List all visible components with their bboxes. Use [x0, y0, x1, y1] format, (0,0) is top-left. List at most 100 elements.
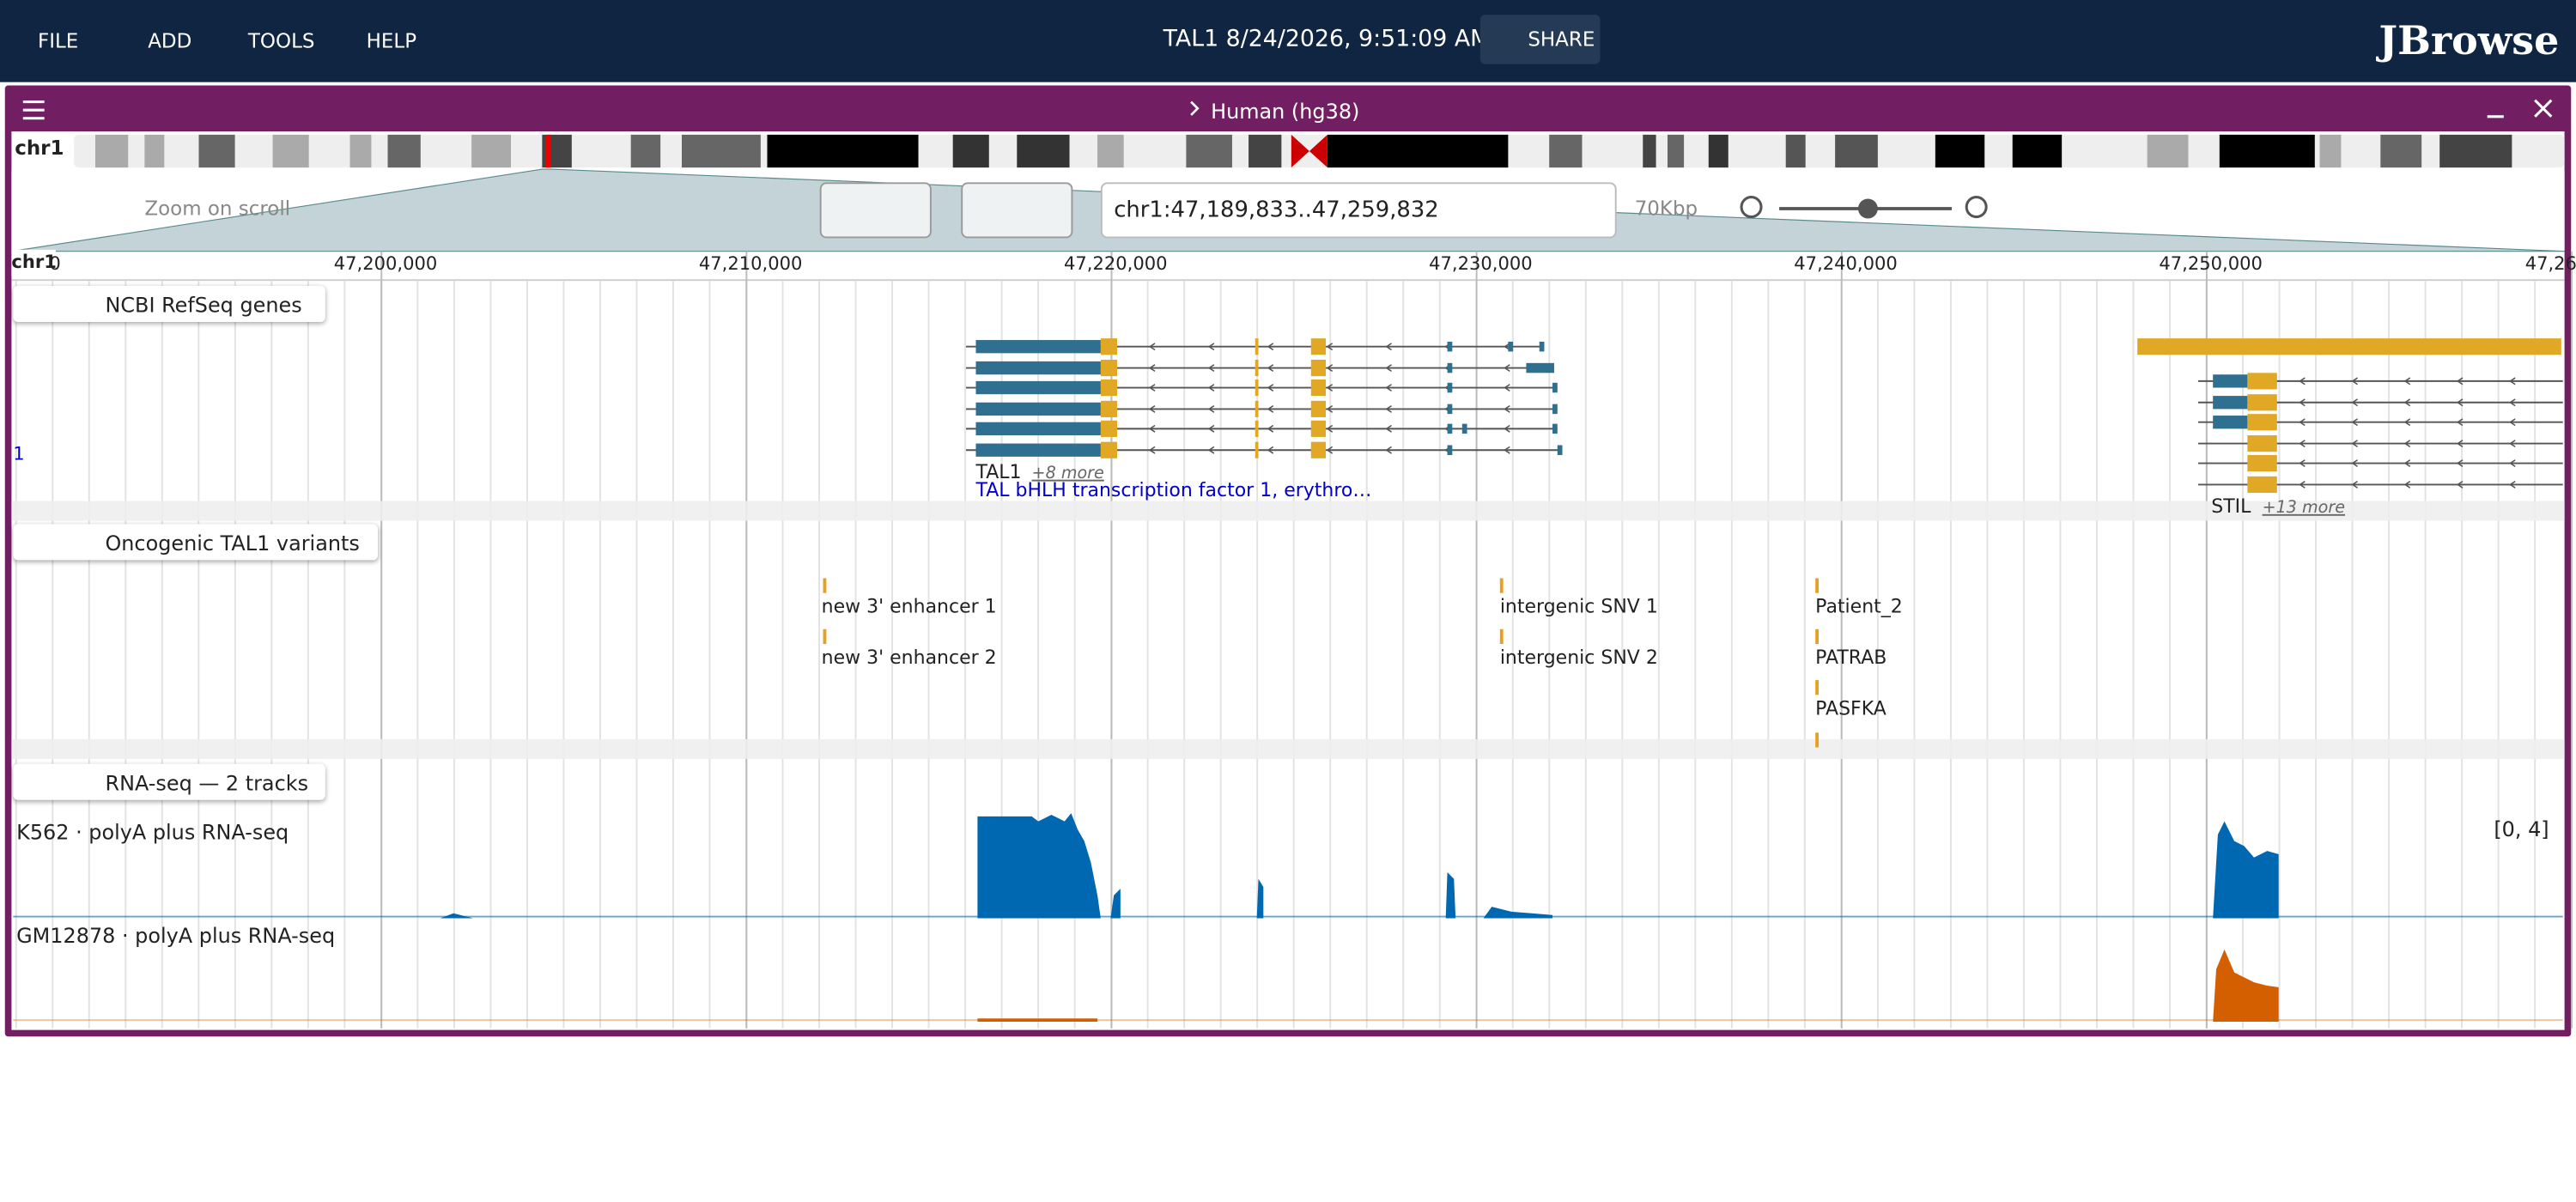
- zoom-out: [1740, 196, 1763, 219]
- cds: [1310, 338, 1327, 355]
- ideogram-band: [387, 134, 421, 168]
- track-divider: [11, 738, 2565, 759]
- strand-arrow: [1326, 343, 1334, 351]
- cds: [1255, 379, 1259, 397]
- variant-marker: [1815, 628, 1819, 645]
- ideogram-band: [349, 134, 372, 168]
- ideogram-band: [1327, 134, 1509, 168]
- cds: [1255, 338, 1259, 355]
- cds: [2247, 435, 2277, 452]
- more-label[interactable]: +13 more: [2262, 499, 2346, 518]
- ideogram-band: [1667, 134, 1685, 168]
- strand-arrow: [1326, 404, 1334, 413]
- track-header[interactable]: [13, 285, 325, 323]
- ideogram-band: [2012, 134, 2063, 168]
- ideogram-band: [630, 134, 661, 168]
- strand-arrow: [1326, 446, 1334, 454]
- strand-arrow: [1267, 364, 1274, 373]
- strand-arrow: [2299, 418, 2306, 427]
- edge-label: 1: [13, 443, 25, 465]
- ideogram-band: [2380, 134, 2422, 168]
- strand-arrow: [2456, 418, 2464, 427]
- track-header[interactable]: [13, 524, 379, 561]
- ideogram-band: [1835, 134, 1878, 168]
- exon: [1526, 362, 1554, 373]
- ruler-tick-label: 47,230,000: [1429, 252, 1533, 275]
- strand-arrow: [1207, 404, 1215, 413]
- menu-file[interactable]: FILE: [38, 29, 79, 53]
- share-button[interactable]: [1479, 15, 1601, 64]
- zoom-thumb: [1857, 198, 1878, 219]
- utr: [975, 402, 1101, 416]
- exon: [1447, 404, 1453, 415]
- track-name: NCBI RefSeq genes: [105, 292, 302, 318]
- ideogram-band: [1186, 134, 1232, 168]
- gene-label: TAL1: [975, 459, 1022, 483]
- cds: [1255, 400, 1259, 417]
- back-button[interactable]: [819, 182, 932, 239]
- strand-arrow: [1326, 384, 1334, 392]
- strand-arrow: [2351, 418, 2358, 427]
- ideogram-band: [682, 134, 761, 168]
- menu-icon: [22, 100, 45, 120]
- chromosome-label: chr1: [15, 136, 64, 160]
- ideogram-band: [272, 134, 309, 168]
- ideogram-band: [144, 134, 165, 168]
- strand-arrow: [2403, 480, 2411, 489]
- ideogram-band: [1249, 134, 1282, 168]
- strand-arrow: [1504, 384, 1510, 392]
- exon: [1557, 445, 1563, 455]
- ruler-tick-label: 47,220,000: [1064, 252, 1168, 275]
- ideogram-band: [1785, 134, 1806, 168]
- strand-arrow: [1385, 343, 1392, 351]
- span-label: 70Kbp: [1634, 197, 1698, 221]
- cds: [2247, 476, 2277, 493]
- assembly-name[interactable]: Human (hg38): [1211, 98, 1360, 124]
- variant-label: Patient_2: [1815, 594, 1903, 618]
- ruler-tick-label: 47,250,000: [2159, 252, 2263, 275]
- exon: [1552, 423, 1558, 434]
- strand-arrow: [1385, 364, 1392, 373]
- utr: [2213, 374, 2248, 388]
- cds: [1310, 379, 1327, 397]
- strand-arrow: [1207, 384, 1215, 392]
- ideogram-band: [1643, 134, 1656, 168]
- utr: [2213, 396, 2248, 410]
- location-box[interactable]: [1100, 182, 1617, 239]
- track-header[interactable]: [13, 763, 325, 800]
- exon: [1447, 341, 1453, 352]
- exon: [1552, 382, 1558, 393]
- strand-arrow: [2351, 440, 2358, 448]
- menu-tools[interactable]: TOOLS: [247, 29, 315, 53]
- ideogram-band: [767, 134, 919, 168]
- strand-arrow: [2456, 377, 2464, 385]
- scale-label: [0, 4]: [2494, 816, 2549, 841]
- ideogram-band: [1935, 134, 1985, 168]
- ideogram-band: [1549, 134, 1583, 168]
- strand-arrow: [2509, 459, 2516, 468]
- exon: [1447, 423, 1453, 434]
- variant-marker: [1499, 578, 1504, 593]
- ruler-line: [11, 279, 2565, 282]
- session-title[interactable]: TAL1 8/24/2026, 9:51:09 AM: [1163, 26, 1491, 53]
- forward-button[interactable]: [961, 182, 1073, 239]
- strand-arrow: [1267, 343, 1274, 351]
- cds: [1100, 338, 1118, 355]
- menu-help[interactable]: HELP: [366, 29, 417, 53]
- gene-description: TAL bHLH transcription factor 1, erythro…: [975, 477, 1372, 501]
- utr: [975, 422, 1101, 436]
- zoom-on-scroll[interactable]: Zoom on scroll: [144, 197, 291, 221]
- ruler-tick-label: 47,200,000: [333, 252, 438, 275]
- exon: [1539, 341, 1545, 352]
- location-text: chr1:47,189,833..47,259,832: [1114, 197, 1439, 224]
- strand-arrow: [1207, 424, 1215, 433]
- subtrack-name: GM12878 · polyA plus RNA-seq: [16, 923, 336, 948]
- ideogram-band: [952, 134, 989, 168]
- ideogram-band: [2319, 134, 2342, 168]
- menu-add[interactable]: ADD: [148, 29, 192, 53]
- cds: [2247, 373, 2277, 390]
- more-label[interactable]: +8 more: [1031, 464, 1104, 483]
- ideogram-band: [198, 134, 235, 168]
